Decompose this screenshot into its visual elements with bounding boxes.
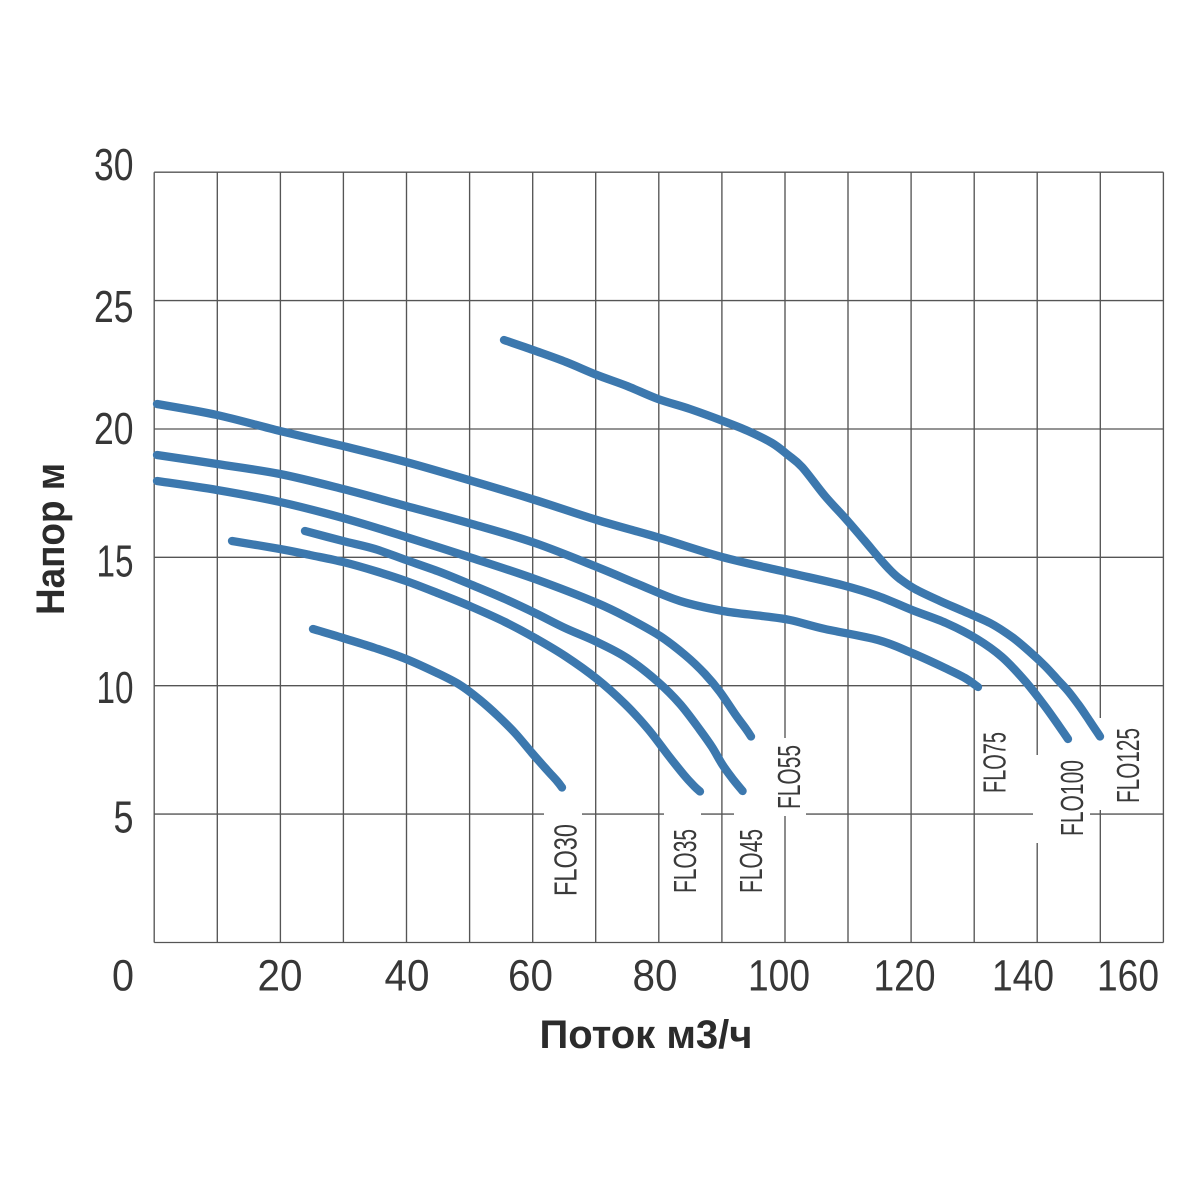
svg-text:FLO125: FLO125	[1110, 728, 1146, 803]
svg-text:100: 100	[748, 952, 810, 1001]
svg-text:FLO45: FLO45	[733, 829, 769, 893]
svg-text:15: 15	[97, 535, 134, 586]
svg-text:5: 5	[114, 792, 134, 843]
svg-text:160: 160	[1097, 952, 1159, 1001]
svg-text:FLO100: FLO100	[1054, 760, 1090, 836]
svg-text:0: 0	[112, 952, 134, 1001]
svg-text:140: 140	[992, 952, 1054, 1001]
svg-text:FLO30: FLO30	[548, 824, 584, 896]
svg-text:10: 10	[97, 662, 134, 713]
svg-text:120: 120	[874, 952, 936, 1001]
svg-text:60: 60	[508, 952, 553, 1001]
svg-text:Напор м: Напор м	[29, 463, 73, 615]
svg-text:20: 20	[94, 403, 134, 454]
svg-text:FLO75: FLO75	[977, 732, 1013, 793]
svg-text:Поток м3/ч: Поток м3/ч	[540, 1013, 753, 1057]
svg-text:30: 30	[94, 139, 134, 190]
svg-text:80: 80	[633, 952, 678, 1001]
svg-text:40: 40	[385, 952, 430, 1001]
svg-text:25: 25	[94, 281, 134, 332]
svg-text:20: 20	[258, 952, 303, 1001]
svg-text:FLO55: FLO55	[771, 745, 807, 809]
svg-text:FLO35: FLO35	[667, 829, 703, 893]
